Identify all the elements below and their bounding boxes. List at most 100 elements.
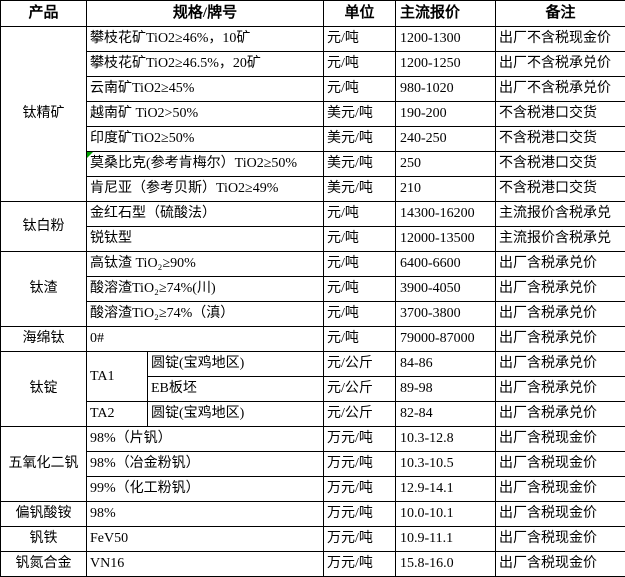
- table-row: TA2 圆锭(宝鸡地区) 元/公斤 82-84 出厂含税承兑价: [1, 402, 625, 427]
- spec-cell: 98%: [87, 502, 324, 527]
- spec-cell: 肯尼亚（参考贝斯）TiO2≥49%: [87, 177, 324, 202]
- unit-cell: 万元/吨: [324, 427, 396, 452]
- col-header-product: 产品: [1, 1, 87, 27]
- table-row: 98%（冶金粉钒） 万元/吨 10.3-10.5 出厂含税现金价: [1, 452, 625, 477]
- unit-cell: 元/吨: [324, 227, 396, 252]
- table-row: 印度矿TiO2≥50% 美元/吨 240-250 不含税港口交货: [1, 127, 625, 152]
- form-cell: 圆锭(宝鸡地区): [148, 352, 324, 377]
- note-cell: 出厂含税现金价: [496, 527, 625, 552]
- note-cell: 不含税港口交货: [496, 127, 625, 152]
- price-cell: 10.3-12.8: [396, 427, 496, 452]
- note-cell: 出厂含税现金价: [496, 427, 625, 452]
- price-cell: 12.9-14.1: [396, 477, 496, 502]
- form-cell: EB板坯: [148, 377, 324, 402]
- note-cell: 出厂含税现金价: [496, 552, 625, 577]
- product-cell: 钛渣: [1, 252, 87, 327]
- product-cell: 钛白粉: [1, 202, 87, 252]
- table-row: 锐钛型 元/吨 12000-13500 主流报价含税承兑: [1, 227, 625, 252]
- col-header-unit: 单位: [324, 1, 396, 27]
- product-cell: 海绵钛: [1, 327, 87, 352]
- price-cell: 240-250: [396, 127, 496, 152]
- col-header-price: 主流报价: [396, 1, 496, 27]
- table-row: 钒铁 FeV50 万元/吨 10.9-11.1 出厂含税现金价: [1, 527, 625, 552]
- unit-cell: 元/吨: [324, 302, 396, 327]
- note-cell: 出厂含税承兑价: [496, 327, 625, 352]
- table-row: 偏钒酸铵 98% 万元/吨 10.0-10.1 出厂含税现金价: [1, 502, 625, 527]
- table-row: 钛锭 TA1 圆锭(宝鸡地区) 元/公斤 84-86 出厂含税承兑价: [1, 352, 625, 377]
- col-header-note: 备注: [496, 1, 625, 27]
- table-row: 钛渣 高钛渣 TiO₂≥90% 元/吨 6400-6600 出厂含税承兑价: [1, 252, 625, 277]
- table-row: 海绵钛 0# 元/吨 79000-87000 出厂含税承兑价: [1, 327, 625, 352]
- spec-cell: 攀枝花矿TiO2≥46.5%，20矿: [87, 52, 324, 77]
- price-cell: 82-84: [396, 402, 496, 427]
- unit-cell: 万元/吨: [324, 502, 396, 527]
- price-cell: 1200-1300: [396, 27, 496, 52]
- price-cell: 15.8-16.0: [396, 552, 496, 577]
- header-row: 产品 规格/牌号 单位 主流报价 备注: [1, 1, 625, 27]
- unit-cell: 美元/吨: [324, 152, 396, 177]
- unit-cell: 元/吨: [324, 27, 396, 52]
- price-cell: 12000-13500: [396, 227, 496, 252]
- table-row: 莫桑比克(参考肯梅尔）TiO2≥50% 美元/吨 250 不含税港口交货: [1, 152, 625, 177]
- table-row: 钛白粉 金红石型（硫酸法） 元/吨 14300-16200 主流报价含税承兑: [1, 202, 625, 227]
- spec-cell: FeV50: [87, 527, 324, 552]
- spec-cell: 攀枝花矿TiO2≥46%，10矿: [87, 27, 324, 52]
- table-row: 钒氮合金 VN16 万元/吨 15.8-16.0 出厂含税现金价: [1, 552, 625, 577]
- spec-cell: 印度矿TiO2≥50%: [87, 127, 324, 152]
- spec-cell: 酸溶渣TiO₂≥74%（滇）: [87, 302, 324, 327]
- product-cell: 钛锭: [1, 352, 87, 427]
- product-cell: 偏钒酸铵: [1, 502, 87, 527]
- price-cell: 10.9-11.1: [396, 527, 496, 552]
- unit-cell: 元/吨: [324, 252, 396, 277]
- note-cell: 不含税港口交货: [496, 102, 625, 127]
- grade-cell: TA2: [87, 402, 148, 427]
- note-cell: 出厂含税现金价: [496, 452, 625, 477]
- unit-cell: 万元/吨: [324, 452, 396, 477]
- note-cell: 出厂含税承兑价: [496, 252, 625, 277]
- unit-cell: 美元/吨: [324, 177, 396, 202]
- unit-cell: 元/吨: [324, 327, 396, 352]
- unit-cell: 美元/吨: [324, 127, 396, 152]
- table-row: 越南矿 TiO2>50% 美元/吨 190-200 不含税港口交货: [1, 102, 625, 127]
- note-cell: 出厂含税承兑价: [496, 352, 625, 377]
- table-row: 99%（化工粉钒） 万元/吨 12.9-14.1 出厂含税现金价: [1, 477, 625, 502]
- table-row: 肯尼亚（参考贝斯）TiO2≥49% 美元/吨 210 不含税港口交货: [1, 177, 625, 202]
- price-cell: 6400-6600: [396, 252, 496, 277]
- price-cell: 84-86: [396, 352, 496, 377]
- unit-cell: 美元/吨: [324, 102, 396, 127]
- price-cell: 89-98: [396, 377, 496, 402]
- spec-cell: 98%（片钒）: [87, 427, 324, 452]
- note-cell: 主流报价含税承兑: [496, 227, 625, 252]
- spec-cell: VN16: [87, 552, 324, 577]
- note-cell: 出厂含税现金价: [496, 477, 625, 502]
- note-cell: 不含税港口交货: [496, 177, 625, 202]
- product-cell: 钛精矿: [1, 27, 87, 202]
- price-cell: 210: [396, 177, 496, 202]
- table-row: 五氧化二钒 98%（片钒） 万元/吨 10.3-12.8 出厂含税现金价: [1, 427, 625, 452]
- price-cell: 190-200: [396, 102, 496, 127]
- unit-cell: 元/公斤: [324, 402, 396, 427]
- unit-cell: 元/吨: [324, 202, 396, 227]
- spec-cell: 0#: [87, 327, 324, 352]
- note-cell: 出厂不含税承兑价: [496, 77, 625, 102]
- table-row: 钛精矿 攀枝花矿TiO2≥46%，10矿 元/吨 1200-1300 出厂不含税…: [1, 27, 625, 52]
- col-header-spec: 规格/牌号: [87, 1, 324, 27]
- note-cell: 出厂含税承兑价: [496, 377, 625, 402]
- price-cell: 980-1020: [396, 77, 496, 102]
- note-cell: 出厂含税现金价: [496, 502, 625, 527]
- unit-cell: 万元/吨: [324, 527, 396, 552]
- table-row: 攀枝花矿TiO2≥46.5%，20矿 元/吨 1200-1250 出厂不含税承兑…: [1, 52, 625, 77]
- spec-cell: 99%（化工粉钒）: [87, 477, 324, 502]
- grade-cell: TA1: [87, 352, 148, 402]
- spec-text: 莫桑比克(参考肯梅尔）TiO2≥50%: [90, 156, 297, 171]
- spec-cell: 锐钛型: [87, 227, 324, 252]
- unit-cell: 元/公斤: [324, 352, 396, 377]
- spec-cell: 98%（冶金粉钒）: [87, 452, 324, 477]
- price-cell: 79000-87000: [396, 327, 496, 352]
- note-cell: 出厂含税承兑价: [496, 277, 625, 302]
- spec-cell: 越南矿 TiO2>50%: [87, 102, 324, 127]
- note-cell: 出厂不含税承兑价: [496, 52, 625, 77]
- cell-comment-marker-icon: [87, 152, 93, 158]
- spec-cell: 酸溶渣TiO₂≥74%(川): [87, 277, 324, 302]
